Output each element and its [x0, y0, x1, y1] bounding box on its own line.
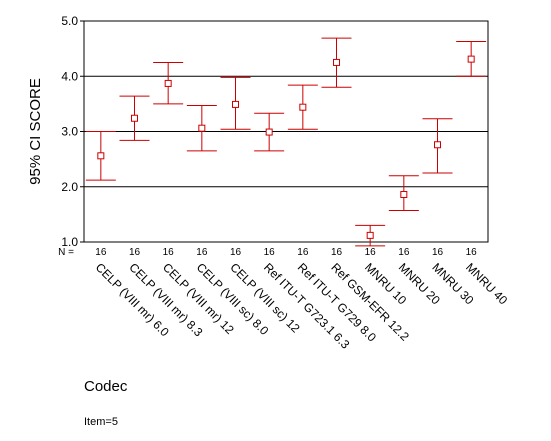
mean-marker: [299, 103, 307, 111]
mean-marker: [198, 124, 206, 132]
n-value: 16: [466, 247, 478, 258]
y-axis: 1.0 2.0 3.0 4.0 5.0: [61, 14, 84, 249]
y-tick-label: 5.0: [61, 14, 78, 28]
footnote: Item=5: [84, 416, 118, 428]
y-tick-label: 2.0: [61, 180, 78, 194]
n-value: 16: [331, 247, 343, 258]
n-value: 16: [230, 247, 242, 258]
gridlines: [84, 75, 488, 188]
mean-marker: [333, 58, 340, 66]
n-value: 16: [398, 247, 410, 258]
error-bars: [85, 37, 487, 247]
mean-marker: [164, 79, 172, 87]
y-tick-label: 3.0: [61, 125, 78, 139]
n-value: 16: [297, 247, 309, 258]
n-value: 16: [196, 247, 208, 258]
n-row-label: N =: [58, 247, 74, 258]
mean-marker: [232, 100, 239, 108]
n-value: 16: [163, 247, 175, 258]
n-value: 16: [264, 247, 276, 258]
mean-marker: [131, 114, 138, 122]
y-tick-label: 4.0: [61, 69, 78, 83]
mean-marker: [434, 141, 441, 149]
n-row: N = 16 16 16 16 16 16 16 16 16 16 16 16: [58, 247, 477, 258]
mean-marker: [467, 55, 475, 63]
x-axis-label: Codec: [84, 378, 128, 395]
mean-marker: [265, 128, 273, 136]
mean-marker: [400, 190, 408, 198]
y-tick-label: 1.0: [61, 235, 78, 249]
n-value: 16: [129, 247, 141, 258]
n-value: 16: [365, 247, 377, 258]
mean-marker: [366, 231, 374, 239]
mean-marker: [97, 152, 105, 160]
n-value: 16: [95, 247, 107, 258]
n-value: 16: [432, 247, 444, 258]
y-axis-label: 95% CI SCORE: [27, 78, 44, 185]
